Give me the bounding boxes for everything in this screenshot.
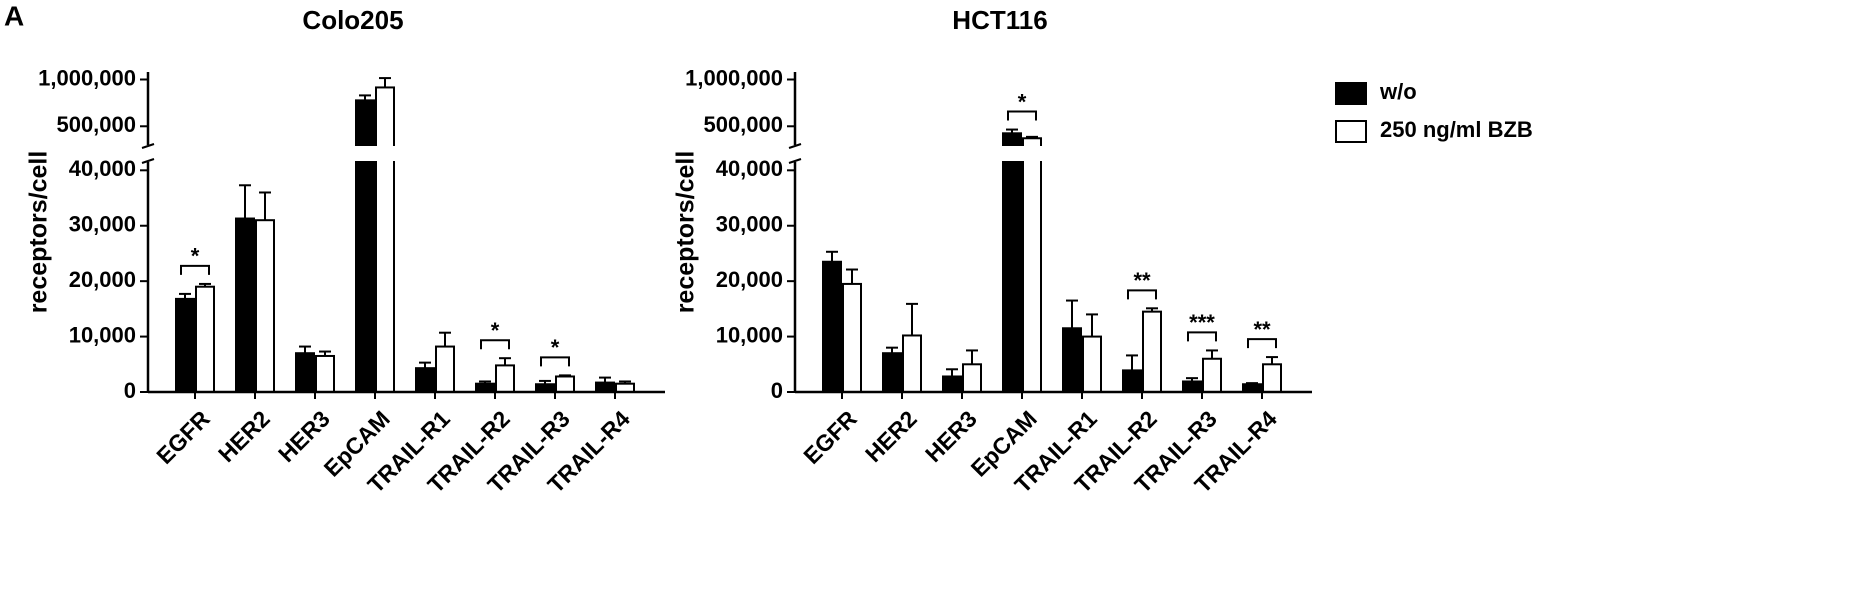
y-tick-label: 10,000 [69, 322, 136, 347]
significance-bracket [1187, 331, 1217, 342]
significance-label: * [491, 318, 500, 343]
legend-swatch [1335, 120, 1367, 143]
bar [1262, 363, 1282, 393]
bar [882, 352, 902, 394]
significance-label: *** [1189, 310, 1215, 335]
significance-label: * [551, 335, 560, 360]
bar [962, 363, 982, 393]
significance-bracket [1007, 110, 1037, 121]
break-mark [141, 143, 155, 149]
x-tick-label: EGFR [798, 405, 862, 469]
y-tick-label: 20,000 [716, 267, 783, 292]
y-tick-label: 500,000 [703, 112, 783, 137]
bar [235, 217, 255, 393]
significance-label: * [1018, 89, 1027, 114]
bar [555, 375, 575, 394]
y-axis-label: receptors/cell [672, 151, 700, 314]
significance-label: ** [1253, 317, 1271, 342]
break-mark [141, 158, 155, 164]
legend-label: 250 ng/ml BZB [1380, 117, 1533, 142]
significance-label: * [191, 244, 200, 269]
y-tick-label: 20,000 [69, 267, 136, 292]
bar [822, 260, 842, 393]
legend-label: w/o [1379, 79, 1417, 104]
y-tick-label: 30,000 [69, 212, 136, 237]
bar [175, 297, 195, 394]
y-tick-label: 0 [771, 378, 783, 403]
significance-bracket [180, 264, 210, 275]
y-tick-label: 1,000,000 [685, 65, 783, 90]
bar [315, 354, 335, 393]
significance-bracket [480, 339, 510, 350]
y-axis-label: receptors/cell [25, 151, 53, 314]
y-tick-label: 500,000 [56, 112, 136, 137]
chart-title: HCT116 [952, 5, 1047, 35]
bar [1142, 310, 1162, 393]
axis-break-gap [793, 146, 1310, 161]
chart-title: Colo205 [302, 5, 403, 35]
bar [435, 345, 455, 394]
y-tick-label: 10,000 [716, 322, 783, 347]
bar [355, 99, 375, 393]
y-tick-label: 30,000 [716, 212, 783, 237]
y-tick-label: 40,000 [69, 156, 136, 181]
bar [1122, 369, 1142, 393]
x-tick-label: HER2 [213, 405, 275, 467]
x-tick-label: EGFR [151, 405, 215, 469]
bar [415, 367, 435, 393]
bar [942, 375, 962, 394]
break-mark [788, 143, 802, 149]
y-tick-label: 0 [124, 378, 136, 403]
significance-bracket [540, 356, 570, 367]
bar [375, 86, 395, 393]
bar [195, 285, 215, 393]
y-tick-label: 1,000,000 [38, 65, 136, 90]
bar [1202, 357, 1222, 393]
axis-break-gap [146, 146, 663, 161]
panel-label: A [4, 0, 24, 31]
bar [295, 352, 315, 394]
legend-swatch [1335, 82, 1367, 105]
y-tick-label: 40,000 [716, 156, 783, 181]
bar [902, 334, 922, 393]
break-mark [788, 158, 802, 164]
bar [1002, 132, 1022, 394]
bar [1082, 335, 1102, 393]
bar [842, 282, 862, 393]
bar [595, 381, 615, 393]
x-tick-label: HER2 [860, 405, 922, 467]
bar [1062, 327, 1082, 393]
bar [1022, 137, 1042, 393]
significance-bracket [1247, 338, 1277, 349]
bar [255, 219, 275, 393]
bar [495, 364, 515, 393]
significance-label: ** [1133, 268, 1151, 293]
significance-bracket [1127, 289, 1157, 300]
bar [1182, 380, 1202, 393]
